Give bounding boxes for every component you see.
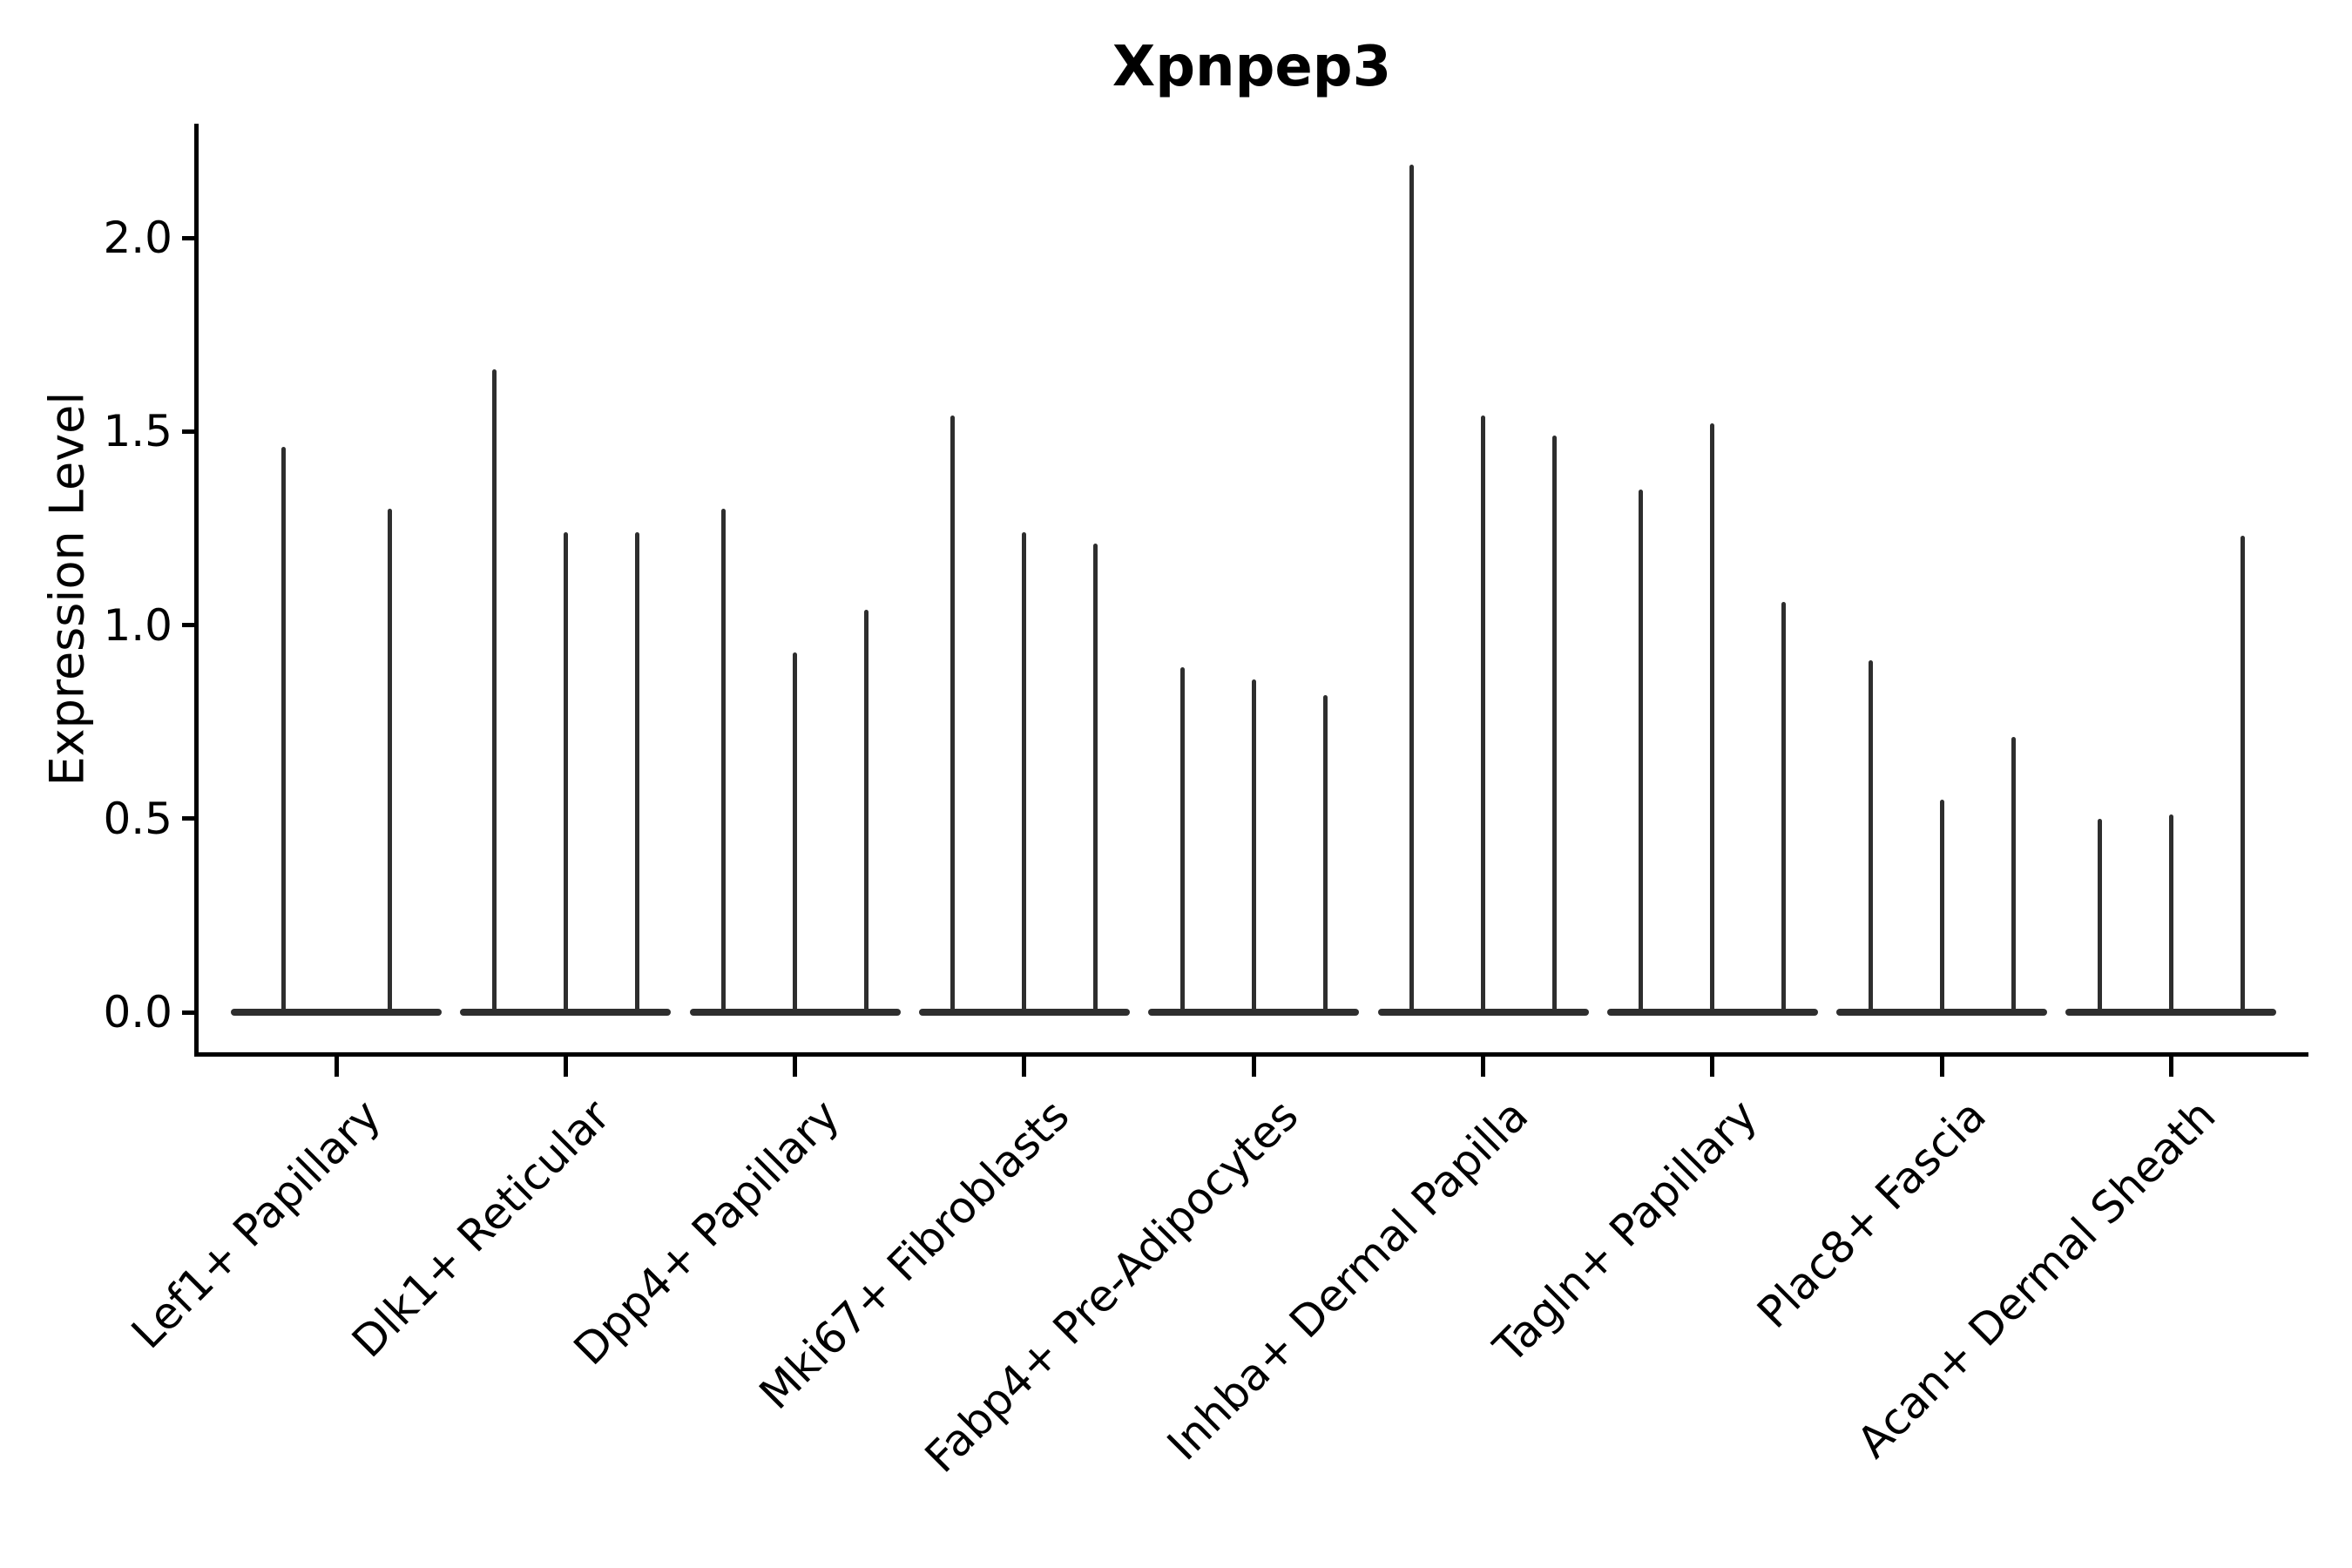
y-tick bbox=[182, 1010, 196, 1015]
violin-baseline bbox=[231, 1009, 442, 1016]
violin-baseline bbox=[1836, 1009, 2048, 1016]
x-tick-label: Lef1+ Papillary bbox=[122, 1090, 391, 1359]
violin-spike bbox=[1868, 659, 1873, 1012]
violin-spike bbox=[1179, 667, 1185, 1012]
violin-spike bbox=[2011, 737, 2016, 1012]
y-axis-spine bbox=[194, 124, 199, 1057]
x-tick bbox=[1251, 1054, 1256, 1077]
x-tick bbox=[1481, 1054, 1485, 1077]
x-axis-spine bbox=[194, 1052, 2308, 1057]
x-tick bbox=[334, 1054, 339, 1077]
x-tick-label: Fabp4+ Pre-Adipocytes bbox=[916, 1090, 1308, 1483]
violin-spike bbox=[2168, 814, 2173, 1012]
violin-spike bbox=[1409, 164, 1414, 1012]
y-tick bbox=[182, 816, 196, 821]
violin-spike bbox=[280, 447, 286, 1012]
violin-spike bbox=[1939, 799, 1944, 1012]
x-tick bbox=[1939, 1054, 1944, 1077]
violin-spike bbox=[1481, 416, 1485, 1012]
violin-spike bbox=[1710, 423, 1715, 1012]
x-tick-label: Plac8+ Fascia bbox=[1747, 1090, 1997, 1339]
violin-spike bbox=[563, 531, 568, 1012]
violin-spike bbox=[864, 609, 869, 1012]
y-tick-label: 1.5 bbox=[103, 406, 172, 457]
x-tick bbox=[793, 1054, 798, 1077]
y-tick-label: 0.0 bbox=[103, 987, 172, 1037]
violin-baseline bbox=[918, 1009, 1130, 1016]
violin-baseline bbox=[689, 1009, 901, 1016]
x-tick bbox=[2168, 1054, 2173, 1077]
violin-baseline bbox=[1606, 1009, 1818, 1016]
violin-baseline bbox=[1148, 1009, 1360, 1016]
violin-spike bbox=[2240, 536, 2245, 1012]
x-tick bbox=[1710, 1054, 1715, 1077]
violin-spike bbox=[2097, 818, 2102, 1012]
violin-spike bbox=[1639, 489, 1644, 1012]
y-tick bbox=[182, 235, 196, 240]
violin-spike bbox=[1251, 679, 1256, 1012]
violin-spike bbox=[387, 509, 392, 1012]
violin-spike bbox=[721, 509, 727, 1012]
violin-spike bbox=[1322, 694, 1328, 1012]
violin-spike bbox=[950, 416, 956, 1012]
violin-spike bbox=[1022, 531, 1027, 1012]
violin-spike bbox=[634, 531, 639, 1012]
violin-spike bbox=[1552, 435, 1557, 1012]
violin-baseline bbox=[460, 1009, 672, 1016]
violin-baseline bbox=[1377, 1009, 1589, 1016]
x-tick bbox=[563, 1054, 568, 1077]
y-tick-label: 0.5 bbox=[103, 793, 172, 844]
violin-baseline bbox=[2065, 1009, 2277, 1016]
plot-title: Xpnpep3 bbox=[1112, 35, 1392, 99]
y-tick bbox=[182, 623, 196, 627]
violin-spike bbox=[1781, 601, 1787, 1012]
violin-spike bbox=[793, 652, 798, 1012]
y-tick bbox=[182, 429, 196, 434]
y-tick-label: 1.0 bbox=[103, 599, 172, 651]
x-tick bbox=[1022, 1054, 1027, 1077]
y-tick-label: 2.0 bbox=[103, 213, 172, 263]
violin-spike bbox=[491, 369, 497, 1012]
violin-spike bbox=[1093, 544, 1098, 1012]
